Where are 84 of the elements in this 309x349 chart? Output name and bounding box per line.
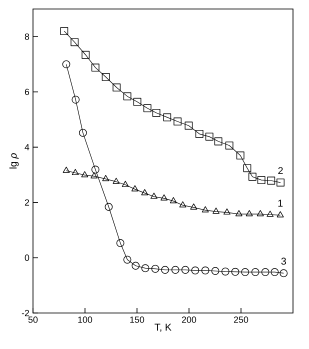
x-tick-label: 150 <box>130 316 144 323</box>
point <box>133 98 142 106</box>
point <box>161 266 170 274</box>
point <box>267 176 276 185</box>
point <box>241 268 250 276</box>
point <box>174 118 182 126</box>
point <box>163 113 172 122</box>
point <box>205 132 214 141</box>
x-tick-label: 250 <box>234 316 248 323</box>
point <box>261 268 270 276</box>
point <box>112 178 120 184</box>
point <box>179 201 186 208</box>
point <box>190 203 198 210</box>
point <box>131 185 138 192</box>
point <box>266 210 274 217</box>
point <box>116 239 124 248</box>
point <box>151 264 160 273</box>
y-tick-label: 2 <box>24 199 30 206</box>
point <box>150 192 158 199</box>
point <box>243 164 252 172</box>
point <box>91 64 100 72</box>
point <box>223 208 230 215</box>
point <box>256 210 264 216</box>
point <box>160 194 168 200</box>
point <box>72 96 80 104</box>
point <box>132 262 140 270</box>
point <box>72 168 79 176</box>
point <box>248 172 256 181</box>
y-tick-label: 8 <box>24 33 30 40</box>
series-label: 1 <box>278 200 283 207</box>
point <box>78 128 87 137</box>
x-tick-label: 100 <box>78 316 92 323</box>
point <box>201 266 210 274</box>
point <box>141 264 150 272</box>
point <box>143 104 152 112</box>
point <box>221 268 230 276</box>
x-tick-label: 200 <box>182 316 196 323</box>
point <box>152 108 160 117</box>
point <box>70 38 79 46</box>
point <box>212 208 220 214</box>
point <box>270 268 279 276</box>
y-tick-label: -2 <box>22 310 30 316</box>
point <box>181 266 190 274</box>
series-label: 2 <box>278 167 283 174</box>
series-label: 3 <box>281 258 286 265</box>
point <box>171 266 180 274</box>
point <box>191 266 200 274</box>
x-axis-title: T, K <box>154 324 172 332</box>
y-tick-label: 6 <box>24 88 30 96</box>
point <box>90 172 98 178</box>
point <box>214 137 222 146</box>
point <box>231 268 240 276</box>
point <box>123 92 132 100</box>
point <box>82 50 90 59</box>
point <box>276 211 284 218</box>
point <box>195 130 204 138</box>
point <box>102 175 110 182</box>
point <box>280 269 288 278</box>
point <box>60 27 68 36</box>
y-axis-title: lg ρ <box>9 153 19 168</box>
point <box>257 176 266 184</box>
y-tick-label: 4 <box>24 144 30 150</box>
point <box>81 171 88 178</box>
point <box>211 267 220 275</box>
point <box>123 256 132 264</box>
point <box>62 166 70 173</box>
point <box>102 73 110 81</box>
point <box>246 210 253 216</box>
point <box>235 210 242 216</box>
point <box>141 189 148 196</box>
point <box>104 202 113 211</box>
point <box>122 180 129 187</box>
point <box>112 84 121 92</box>
point <box>276 178 284 186</box>
point <box>91 166 100 174</box>
point <box>251 268 260 276</box>
point <box>170 197 177 204</box>
point <box>184 122 193 130</box>
x-tick-label: 50 <box>28 316 38 323</box>
point <box>202 206 209 212</box>
y-tick-label: 0 <box>24 254 30 261</box>
point <box>62 60 70 68</box>
point <box>225 142 234 150</box>
point <box>236 152 244 160</box>
